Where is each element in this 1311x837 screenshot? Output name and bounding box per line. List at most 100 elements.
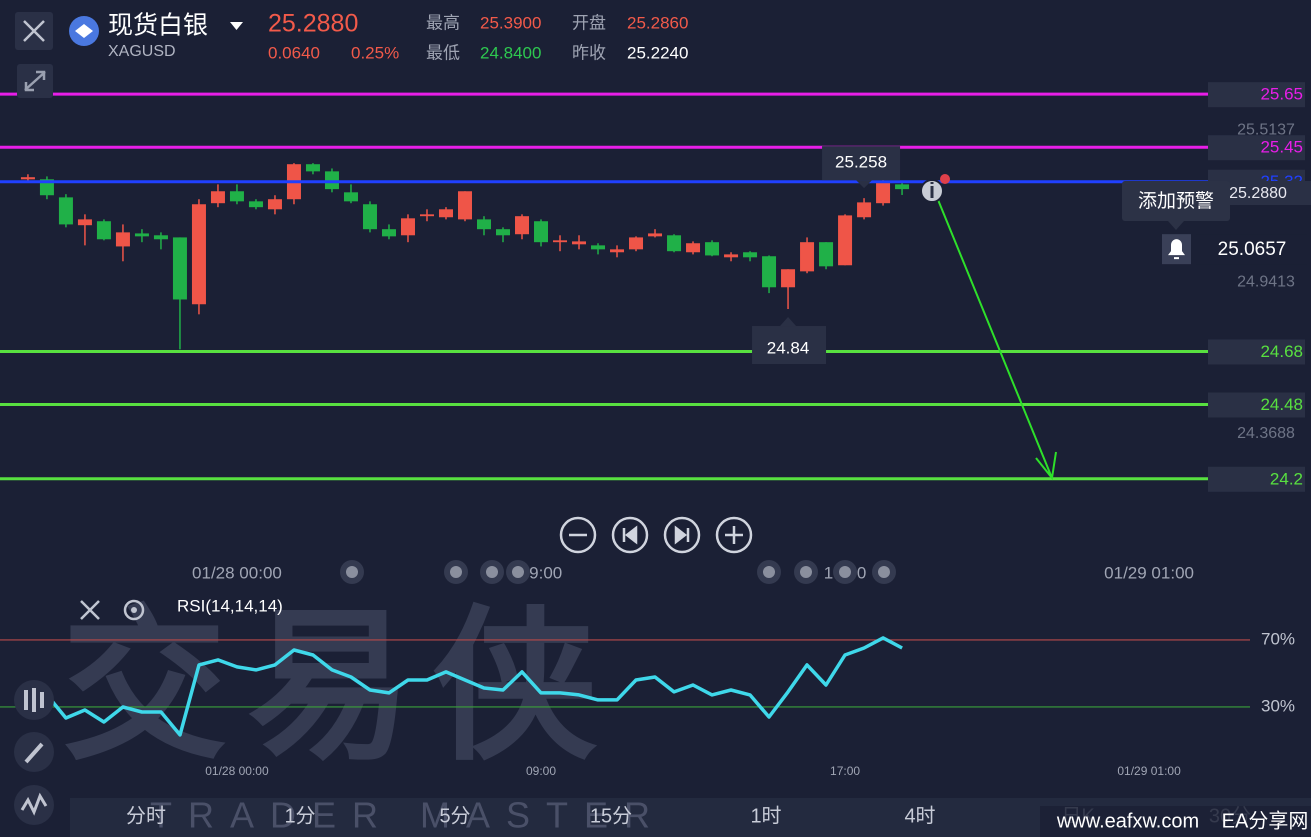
candle-body bbox=[667, 235, 682, 252]
candle-body bbox=[838, 215, 853, 266]
symbol-code: XAGUSD bbox=[108, 43, 176, 60]
timeframe-tab[interactable]: 1分 bbox=[284, 804, 315, 827]
timeframe-tab[interactable]: 15分 bbox=[590, 804, 632, 827]
last-price: 25.2880 bbox=[268, 10, 358, 38]
stat-value: 25.2240 bbox=[627, 43, 688, 62]
high-annotation: 25.258 bbox=[835, 153, 887, 172]
watermark-sub: TRADER MASTER bbox=[150, 795, 666, 836]
current-price-label: 25.2880 bbox=[1229, 185, 1287, 202]
x-tick-label: 01/28 00:00 bbox=[192, 563, 282, 582]
candle-body bbox=[400, 218, 415, 236]
price-change: 0.0640 bbox=[268, 43, 320, 62]
event-dot-core bbox=[512, 566, 524, 578]
candle-body bbox=[895, 184, 910, 190]
x-tick-label: 01/29 01:00 bbox=[1117, 764, 1181, 778]
y-tick-label: 70% bbox=[1261, 629, 1295, 648]
zoom-out-button[interactable] bbox=[559, 516, 597, 554]
candle-body bbox=[229, 191, 244, 202]
tool-candles-icon bbox=[24, 688, 44, 712]
timeframe-tab[interactable]: 1时 bbox=[750, 804, 781, 827]
price-level-label: 24.48 bbox=[1260, 395, 1303, 414]
candle-body bbox=[343, 192, 358, 202]
x-tick-label: 09:00 bbox=[526, 764, 556, 778]
stat-label: 昨收 bbox=[572, 43, 606, 62]
close-icon bbox=[23, 20, 45, 42]
rsi-settings-core bbox=[131, 607, 137, 613]
event-dot-core bbox=[486, 566, 498, 578]
zoom-in-button[interactable] bbox=[715, 516, 753, 554]
candle-body bbox=[724, 254, 739, 258]
candle-body bbox=[20, 177, 35, 180]
candle-body bbox=[305, 164, 320, 172]
symbol-dropdown[interactable] bbox=[230, 22, 243, 30]
candle-body bbox=[39, 179, 54, 196]
x-tick-label: 01/29 01:00 bbox=[1104, 563, 1194, 582]
candle-body bbox=[686, 243, 701, 253]
stat-label: 最低 bbox=[426, 43, 460, 62]
candle-body bbox=[115, 232, 130, 247]
candle-body bbox=[476, 219, 491, 230]
candle-body bbox=[572, 241, 587, 245]
timeframe-tab[interactable]: 4时 bbox=[904, 804, 935, 827]
candle-body bbox=[381, 229, 396, 237]
alert-tooltip: 添加预警 bbox=[1122, 181, 1230, 230]
candle-body bbox=[172, 237, 187, 300]
event-dot-core bbox=[763, 566, 775, 578]
x-tick-label: 17:00 bbox=[830, 764, 860, 778]
candle-body bbox=[629, 237, 644, 250]
alert-tooltip-text: 添加预警 bbox=[1138, 190, 1214, 212]
candle-body bbox=[248, 201, 263, 208]
candle-body bbox=[781, 269, 796, 288]
candle-body bbox=[534, 221, 549, 243]
candle-body bbox=[591, 245, 606, 250]
y-tick-label: 24.9413 bbox=[1237, 273, 1295, 290]
price-level-tag bbox=[1208, 82, 1305, 108]
collapse-icon bbox=[24, 70, 46, 92]
price-level-tag bbox=[1208, 466, 1305, 492]
symbol-icon-mark bbox=[75, 24, 93, 38]
y-tick-label: 24.3688 bbox=[1237, 425, 1295, 442]
candle-body bbox=[419, 214, 434, 217]
alert-dot bbox=[940, 174, 950, 184]
low-annotation-pointer bbox=[780, 317, 797, 327]
scroll-start-button[interactable] bbox=[611, 516, 649, 554]
high-annotation-pointer bbox=[856, 180, 873, 189]
candle-body bbox=[362, 204, 377, 230]
candle-body bbox=[457, 191, 472, 220]
price-level-label: 24.68 bbox=[1260, 342, 1303, 361]
x-tick-label: 01/28 00:00 bbox=[205, 764, 269, 778]
stat-value: 24.8400 bbox=[480, 43, 541, 62]
footer-bg bbox=[1040, 806, 1311, 837]
alert-tooltip-box bbox=[1122, 181, 1230, 221]
y-tick-label: 30% bbox=[1261, 696, 1295, 715]
price-level-tag bbox=[1208, 135, 1305, 161]
chart-controls bbox=[559, 516, 753, 554]
timeframe-tab[interactable]: 分时 bbox=[126, 804, 166, 827]
timeframe-tab[interactable]: 5分 bbox=[439, 804, 470, 827]
plot-area: 01/28 00:00 09:00 17:00 01/29 01:00 25.5137 2… bbox=[0, 82, 1307, 778]
rsi-settings[interactable] bbox=[123, 599, 145, 621]
candle-body bbox=[134, 233, 149, 237]
x-tick-label: 09:00 bbox=[520, 563, 563, 582]
scroll-end-button[interactable] bbox=[663, 516, 701, 554]
event-dot-core bbox=[346, 566, 358, 578]
stat-label: 开盘 bbox=[572, 13, 606, 32]
symbol-name[interactable]: 现货白银 bbox=[108, 12, 208, 40]
price-level-label: 25.65 bbox=[1260, 85, 1303, 104]
rsi-line bbox=[27, 636, 903, 737]
tool-indicator[interactable] bbox=[14, 785, 54, 825]
rsi-title: RSI(14,14,14) bbox=[177, 596, 283, 615]
price-level-label: 24.2 bbox=[1270, 469, 1303, 488]
candle-body bbox=[153, 235, 168, 240]
event-dot-core bbox=[839, 566, 851, 578]
candle-body bbox=[496, 229, 511, 236]
event-dot-core bbox=[450, 566, 462, 578]
candle-body bbox=[515, 216, 530, 235]
rsi-close[interactable] bbox=[80, 600, 100, 620]
y-tick-label: 25.5137 bbox=[1237, 122, 1295, 139]
footer-site: www.eafxw.com bbox=[1056, 810, 1199, 832]
candle-body bbox=[648, 233, 663, 237]
candle-body bbox=[819, 242, 834, 267]
alert-price-tag bbox=[1196, 234, 1307, 265]
